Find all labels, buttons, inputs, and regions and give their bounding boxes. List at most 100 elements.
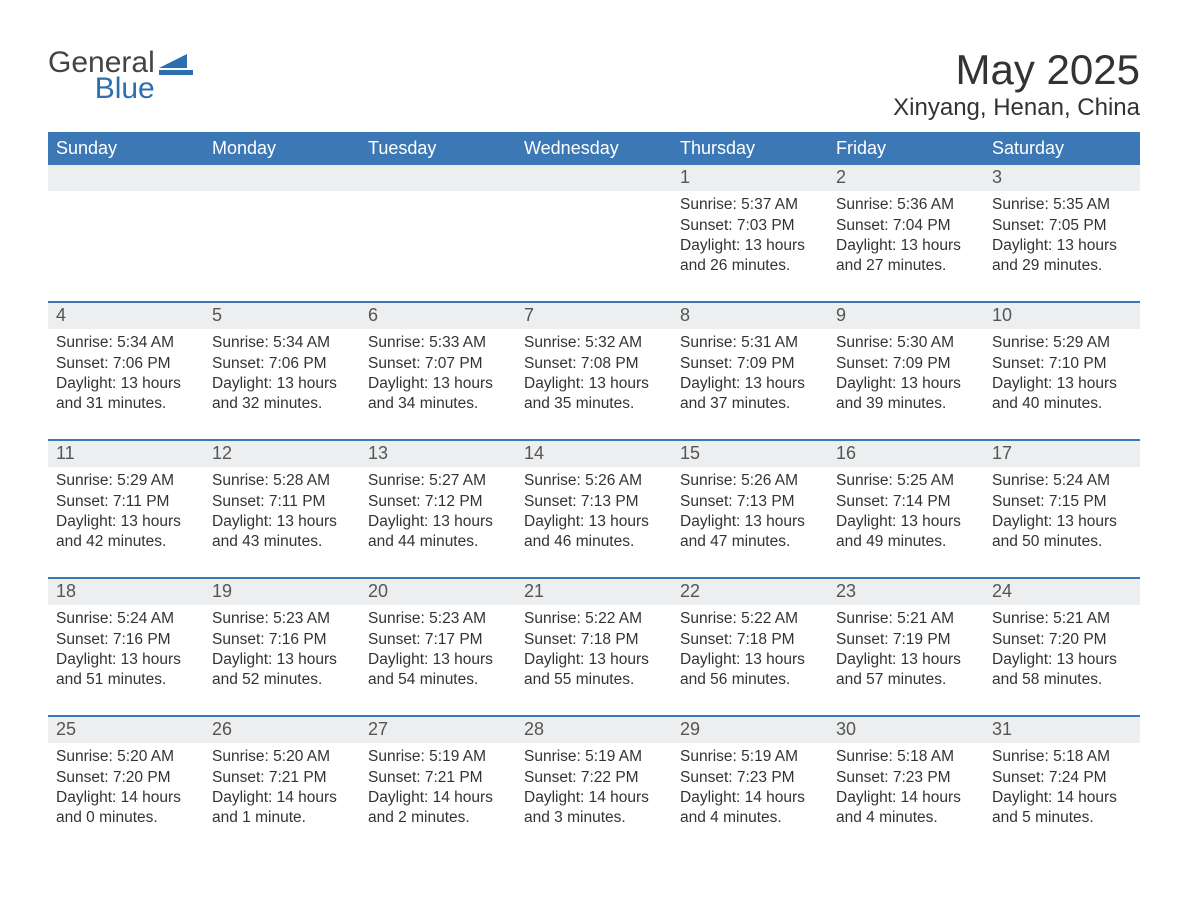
sunrise-line: Sunrise: 5:29 AM <box>992 333 1132 353</box>
day-cell: Sunrise: 5:28 AMSunset: 7:11 PMDaylight:… <box>204 467 360 563</box>
day-cell: Sunrise: 5:19 AMSunset: 7:22 PMDaylight:… <box>516 743 672 839</box>
day-cell: Sunrise: 5:32 AMSunset: 7:08 PMDaylight:… <box>516 329 672 425</box>
day-cell: Sunrise: 5:24 AMSunset: 7:16 PMDaylight:… <box>48 605 204 701</box>
day-number: 20 <box>360 579 516 605</box>
day-number: 10 <box>984 303 1140 329</box>
page-title: May 2025 <box>893 48 1140 92</box>
day-cell <box>360 191 516 287</box>
sunrise-line: Sunrise: 5:26 AM <box>524 471 664 491</box>
day-number: 18 <box>48 579 204 605</box>
sunrise-line: Sunrise: 5:18 AM <box>836 747 976 767</box>
daylight-line: Daylight: 13 hours and 29 minutes. <box>992 236 1132 277</box>
sunrise-calendar-page: General Blue May 2025 Xinyang, Henan, Ch… <box>0 0 1188 918</box>
sunrise-line: Sunrise: 5:19 AM <box>680 747 820 767</box>
sunset-line: Sunset: 7:12 PM <box>368 492 508 512</box>
day-cell: Sunrise: 5:26 AMSunset: 7:13 PMDaylight:… <box>516 467 672 563</box>
sunset-line: Sunset: 7:10 PM <box>992 354 1132 374</box>
sunset-line: Sunset: 7:17 PM <box>368 630 508 650</box>
weekday-tuesday: Tuesday <box>360 132 516 165</box>
daylight-line: Daylight: 13 hours and 27 minutes. <box>836 236 976 277</box>
day-number: 14 <box>516 441 672 467</box>
daylight-line: Daylight: 13 hours and 47 minutes. <box>680 512 820 553</box>
day-cell: Sunrise: 5:20 AMSunset: 7:21 PMDaylight:… <box>204 743 360 839</box>
day-number <box>516 165 672 191</box>
brand-mark-icon <box>159 48 195 76</box>
brand-logo: General Blue <box>48 48 195 104</box>
sunrise-line: Sunrise: 5:19 AM <box>368 747 508 767</box>
sunset-line: Sunset: 7:06 PM <box>56 354 196 374</box>
sunrise-line: Sunrise: 5:24 AM <box>56 609 196 629</box>
weekday-friday: Friday <box>828 132 984 165</box>
sunset-line: Sunset: 7:20 PM <box>56 768 196 788</box>
day-cell: Sunrise: 5:27 AMSunset: 7:12 PMDaylight:… <box>360 467 516 563</box>
sunset-line: Sunset: 7:21 PM <box>212 768 352 788</box>
daylight-line: Daylight: 13 hours and 57 minutes. <box>836 650 976 691</box>
sunrise-line: Sunrise: 5:24 AM <box>992 471 1132 491</box>
sunset-line: Sunset: 7:09 PM <box>836 354 976 374</box>
day-number: 23 <box>828 579 984 605</box>
sunset-line: Sunset: 7:16 PM <box>212 630 352 650</box>
day-number: 6 <box>360 303 516 329</box>
sunset-line: Sunset: 7:24 PM <box>992 768 1132 788</box>
day-cell: Sunrise: 5:21 AMSunset: 7:20 PMDaylight:… <box>984 605 1140 701</box>
sunrise-line: Sunrise: 5:18 AM <box>992 747 1132 767</box>
body-band: Sunrise: 5:20 AMSunset: 7:20 PMDaylight:… <box>48 743 1140 839</box>
day-number <box>204 165 360 191</box>
location: Xinyang, Henan, China <box>893 94 1140 122</box>
daylight-line: Daylight: 13 hours and 58 minutes. <box>992 650 1132 691</box>
sunrise-line: Sunrise: 5:27 AM <box>368 471 508 491</box>
sunrise-line: Sunrise: 5:21 AM <box>992 609 1132 629</box>
brand-text: General Blue <box>48 48 155 104</box>
day-number: 28 <box>516 717 672 743</box>
week-row: 11121314151617Sunrise: 5:29 AMSunset: 7:… <box>48 439 1140 563</box>
weekday-sunday: Sunday <box>48 132 204 165</box>
daylight-line: Daylight: 14 hours and 5 minutes. <box>992 788 1132 829</box>
daylight-line: Daylight: 14 hours and 2 minutes. <box>368 788 508 829</box>
day-number: 1 <box>672 165 828 191</box>
daynum-band: 11121314151617 <box>48 441 1140 467</box>
day-number: 27 <box>360 717 516 743</box>
daylight-line: Daylight: 13 hours and 49 minutes. <box>836 512 976 553</box>
day-cell: Sunrise: 5:24 AMSunset: 7:15 PMDaylight:… <box>984 467 1140 563</box>
sunrise-line: Sunrise: 5:37 AM <box>680 195 820 215</box>
day-number: 31 <box>984 717 1140 743</box>
day-cell <box>516 191 672 287</box>
sunset-line: Sunset: 7:18 PM <box>524 630 664 650</box>
day-number: 25 <box>48 717 204 743</box>
daylight-line: Daylight: 13 hours and 37 minutes. <box>680 374 820 415</box>
daylight-line: Daylight: 13 hours and 32 minutes. <box>212 374 352 415</box>
day-number: 21 <box>516 579 672 605</box>
weekday-monday: Monday <box>204 132 360 165</box>
day-cell: Sunrise: 5:37 AMSunset: 7:03 PMDaylight:… <box>672 191 828 287</box>
day-number <box>48 165 204 191</box>
day-cell: Sunrise: 5:34 AMSunset: 7:06 PMDaylight:… <box>204 329 360 425</box>
day-number: 7 <box>516 303 672 329</box>
sunrise-line: Sunrise: 5:26 AM <box>680 471 820 491</box>
daylight-line: Daylight: 14 hours and 4 minutes. <box>836 788 976 829</box>
day-number: 3 <box>984 165 1140 191</box>
calendar: SundayMondayTuesdayWednesdayThursdayFrid… <box>48 132 1140 839</box>
day-cell: Sunrise: 5:33 AMSunset: 7:07 PMDaylight:… <box>360 329 516 425</box>
day-cell: Sunrise: 5:22 AMSunset: 7:18 PMDaylight:… <box>516 605 672 701</box>
sunrise-line: Sunrise: 5:34 AM <box>56 333 196 353</box>
day-cell: Sunrise: 5:29 AMSunset: 7:10 PMDaylight:… <box>984 329 1140 425</box>
sunset-line: Sunset: 7:05 PM <box>992 216 1132 236</box>
sunrise-line: Sunrise: 5:30 AM <box>836 333 976 353</box>
sunrise-line: Sunrise: 5:31 AM <box>680 333 820 353</box>
daynum-band: 25262728293031 <box>48 717 1140 743</box>
day-cell: Sunrise: 5:19 AMSunset: 7:21 PMDaylight:… <box>360 743 516 839</box>
body-band: Sunrise: 5:29 AMSunset: 7:11 PMDaylight:… <box>48 467 1140 563</box>
week-row: 123Sunrise: 5:37 AMSunset: 7:03 PMDaylig… <box>48 165 1140 287</box>
sunset-line: Sunset: 7:16 PM <box>56 630 196 650</box>
day-cell: Sunrise: 5:23 AMSunset: 7:17 PMDaylight:… <box>360 605 516 701</box>
sunset-line: Sunset: 7:07 PM <box>368 354 508 374</box>
daylight-line: Daylight: 14 hours and 1 minute. <box>212 788 352 829</box>
sunset-line: Sunset: 7:09 PM <box>680 354 820 374</box>
daylight-line: Daylight: 13 hours and 26 minutes. <box>680 236 820 277</box>
sunrise-line: Sunrise: 5:32 AM <box>524 333 664 353</box>
sunset-line: Sunset: 7:04 PM <box>836 216 976 236</box>
sunrise-line: Sunrise: 5:28 AM <box>212 471 352 491</box>
week-row: 45678910Sunrise: 5:34 AMSunset: 7:06 PMD… <box>48 301 1140 425</box>
day-number: 15 <box>672 441 828 467</box>
day-number: 19 <box>204 579 360 605</box>
